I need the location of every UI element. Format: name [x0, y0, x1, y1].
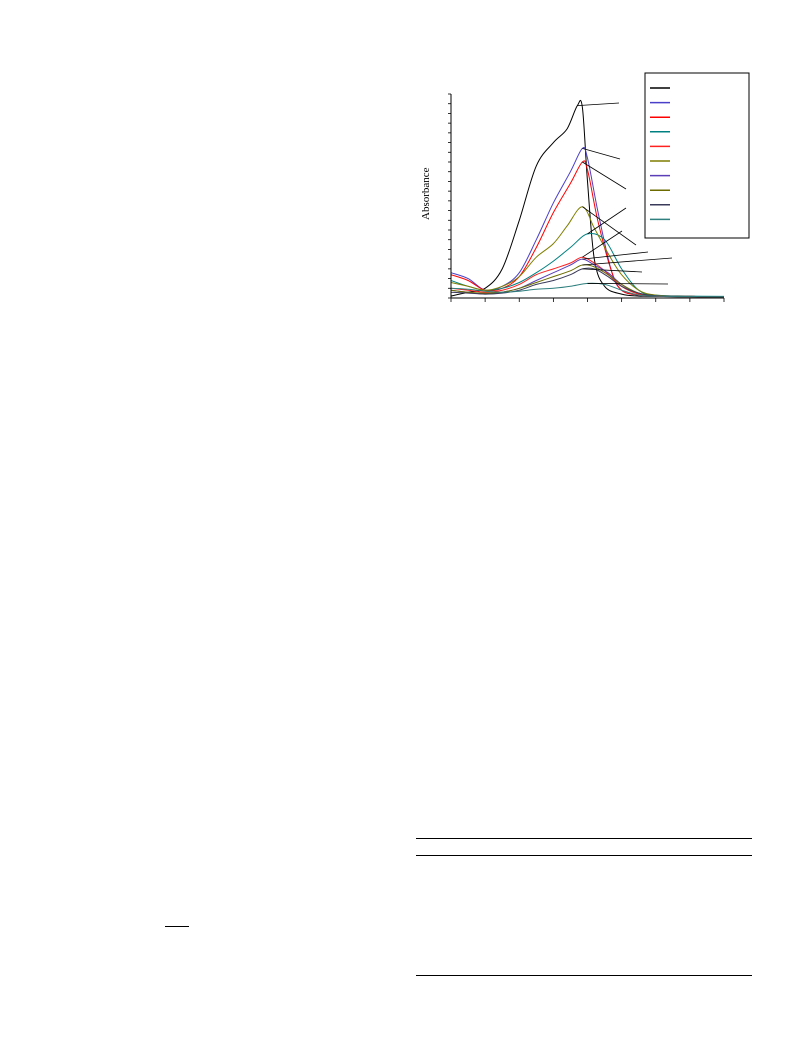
callout-line-1: [577, 102, 620, 107]
callout-line-10: [587, 283, 669, 285]
legend-box: [644, 72, 750, 239]
callout-line-3: [582, 161, 627, 190]
callout-line-6: [582, 206, 637, 246]
legend: [644, 72, 750, 239]
series-line-9: [450, 267, 725, 298]
fraction-bar: [165, 926, 189, 927]
callout-line-2: [582, 148, 621, 160]
table-top-rule: [416, 838, 752, 839]
absorbance-chart: Absorbance: [420, 72, 750, 302]
table-header-rule: [416, 855, 752, 856]
y-axis-label: Absorbance: [420, 167, 432, 220]
callout-line-8: [582, 257, 673, 266]
callout-line-9: [582, 268, 643, 273]
callout-line-7: [582, 251, 649, 260]
callout-lines: [577, 102, 673, 285]
axes: [448, 93, 725, 302]
callout-line-4: [587, 207, 627, 235]
table-bottom-rule: [416, 975, 752, 976]
series-lines: [450, 100, 725, 298]
series-line-1: [450, 100, 725, 298]
series-line-6: [450, 206, 725, 298]
callout-line-5: [582, 230, 623, 258]
series-line-10: [450, 282, 725, 298]
